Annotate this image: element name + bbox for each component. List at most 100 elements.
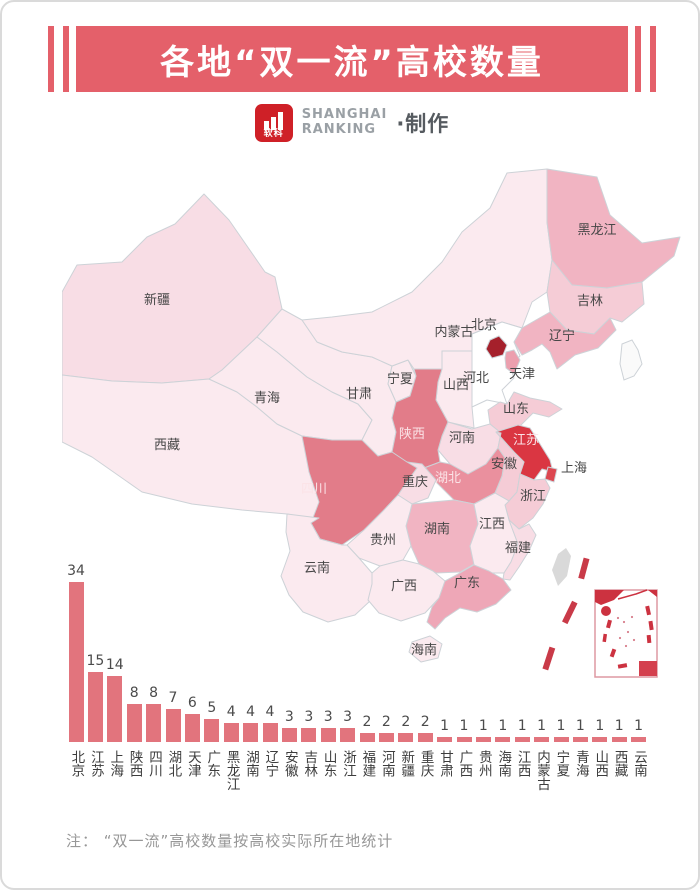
province-label-云南: 云南	[304, 560, 330, 576]
province-shapes	[61, 168, 681, 663]
bar-group-天津: 6 天津	[182, 562, 202, 777]
page-title: 各地“双一流”高校数量	[160, 42, 544, 83]
bar	[514, 737, 530, 742]
bar-group-湖北: 7 湖北	[163, 562, 183, 777]
bar-group-湖南: 4 湖南	[241, 562, 261, 777]
bar-category-label: 福建	[359, 750, 376, 777]
province-北京	[485, 335, 508, 359]
bar-category-label: 青海	[572, 750, 589, 777]
province-label-江西: 江西	[479, 517, 505, 532]
bar	[223, 723, 239, 742]
province-label-江苏: 江苏	[513, 432, 539, 448]
province-湖北	[423, 447, 506, 505]
province-label-天津: 天津	[509, 367, 535, 382]
bar-group-内蒙古: 1 内蒙古	[532, 562, 552, 790]
province-label-河北: 河北	[463, 371, 489, 386]
bar	[495, 737, 511, 742]
bar	[68, 582, 84, 742]
bar-category-label: 上海	[107, 750, 124, 777]
province-label-西藏: 西藏	[154, 438, 180, 453]
province-label-贵州: 贵州	[370, 533, 396, 548]
taiwan-region	[552, 548, 571, 586]
province-天津	[504, 349, 521, 375]
brand-line2: RANKING	[301, 122, 377, 137]
bar-group-广东: 5 广东	[202, 562, 222, 778]
bar-group-新疆: 2 新疆	[396, 562, 416, 777]
bar-group-浙江: 3 浙江	[338, 562, 358, 777]
bar-group-海南: 1 海南	[493, 562, 513, 777]
bar-group-江西: 1 江西	[512, 562, 532, 777]
bar-category-label: 四川	[146, 750, 163, 777]
province-吉林	[546, 259, 645, 335]
brand-line1: SHANGHAI	[301, 107, 388, 123]
bar-value: 1	[614, 718, 624, 735]
province-label-内蒙古: 内蒙古	[434, 324, 473, 340]
banner-deco-bar-right-outer	[650, 26, 656, 92]
bar-value: 15	[86, 652, 105, 669]
china-choropleth-map: 新疆 西藏 青海 甘肃 宁夏 内蒙古 黑龙江 吉林 辽宁 河北 山西 山东 河南 陕西 北京 天津 江苏 安徽 浙江…	[61, 152, 692, 692]
province-label-山东: 山东	[503, 402, 529, 417]
bar-category-label: 云南	[631, 750, 648, 777]
bar-category-label: 湖南	[243, 750, 260, 777]
bar	[572, 737, 588, 742]
bar-value: 1	[634, 718, 644, 735]
bar-group-吉林: 3 吉林	[299, 562, 319, 777]
bar-category-label: 黑龙江	[223, 750, 240, 791]
province-label-浙江: 浙江	[520, 489, 546, 504]
province-label-辽宁: 辽宁	[549, 328, 575, 344]
bar	[126, 704, 142, 742]
bar	[146, 704, 162, 742]
province-label-湖北: 湖北	[435, 471, 461, 486]
bar-category-label: 辽宁	[262, 750, 279, 777]
bar	[437, 737, 453, 742]
province-上海	[544, 466, 558, 483]
bar-value: 8	[129, 685, 139, 702]
bar-group-河南: 2 河南	[376, 562, 396, 777]
bar-group-安徽: 3 安徽	[279, 562, 299, 777]
banner-deco-bar-left-outer	[48, 26, 54, 92]
bar	[475, 737, 491, 742]
bar-category-label: 北京	[68, 750, 85, 777]
bar-category-label: 江西	[514, 750, 531, 777]
bar-group-重庆: 2 重庆	[415, 562, 435, 777]
bar	[398, 732, 414, 742]
province-label-四川: 四川	[301, 482, 327, 497]
bar-category-label: 吉林	[301, 750, 318, 777]
bar-category-label: 重庆	[417, 750, 434, 777]
province-label-福建: 福建	[505, 541, 531, 556]
bar-value: 4	[246, 704, 256, 721]
bar-value: 4	[265, 704, 275, 721]
bar-category-label: 宁夏	[553, 750, 570, 777]
bar	[378, 732, 394, 742]
bar-group-贵州: 1 贵州	[473, 562, 493, 777]
logo-mark-text: 软科	[263, 129, 284, 140]
bar	[359, 732, 375, 742]
nine-dash-line	[542, 557, 590, 671]
bar	[592, 737, 608, 742]
bar-value: 4	[226, 704, 236, 721]
south-china-sea-inset	[594, 589, 658, 678]
bar-group-上海: 14 上海	[105, 562, 125, 777]
province-label-海南: 海南	[411, 642, 437, 658]
bar-category-label: 天津	[184, 750, 201, 777]
bar-value: 3	[323, 708, 333, 725]
universities-bar-chart: 34 北京 15 江苏 14 上海 8 陕西 8 四川 7 湖北 6 天津 5 广东 4 黑龙江 4 湖南 4 辽宁 3 安徽…	[66, 562, 666, 790]
province-label-新疆: 新疆	[144, 292, 170, 308]
bar-value: 1	[440, 718, 450, 735]
bar-value: 8	[149, 685, 159, 702]
bar-group-福建: 2 福建	[357, 562, 377, 777]
bar-value: 1	[517, 718, 527, 735]
bar-value: 1	[498, 718, 508, 735]
province-黑龙江	[546, 168, 681, 289]
bar	[204, 718, 220, 742]
province-label-青海: 青海	[254, 391, 280, 406]
province-label-吉林: 吉林	[577, 294, 603, 309]
bar-category-label: 山西	[592, 750, 609, 777]
korea-coastline	[619, 339, 643, 381]
bar	[262, 723, 278, 742]
bar-group-西藏: 1 西藏	[609, 562, 629, 777]
bar-glyph-icon	[263, 112, 283, 131]
bar-group-江苏: 15 江苏	[85, 562, 105, 778]
bar-group-山东: 3 山东	[318, 562, 338, 777]
bar-value: 1	[556, 718, 566, 735]
